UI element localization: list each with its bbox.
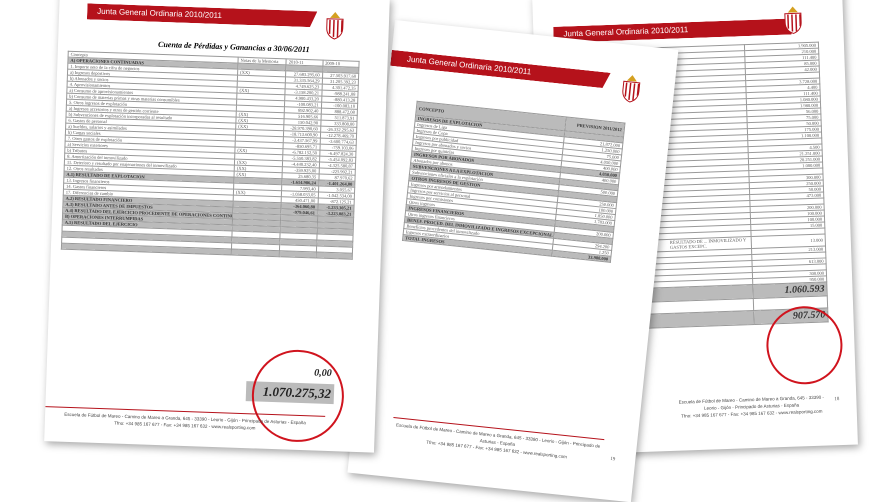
club-crest-icon [622,75,641,103]
document-title: Cuenta de Pérdidas y Ganancias a 30/06/2… [157,39,310,55]
table-cell [279,250,317,258]
profit-loss-document-left: Junta General Ordinaria 2010/2011 Cuenta… [44,0,390,453]
header-band: Junta General Ordinaria 2010/2011 [87,3,317,27]
page-number: 19 [609,456,616,463]
footer-address: Escuela de Fútbol de Mareo - Camino de M… [395,422,601,449]
budget-document-right: Junta General Ordinaria 2010/2011 1.905.… [532,0,858,456]
header-band: Junta General Ordinaria 2010/2011 [553,18,798,43]
table-cell [231,249,280,257]
budget-document-middle: Junta General Ordinaria 2010/2011 CONCEP… [347,20,679,502]
footer: Escuela de Fútbol de Mareo - Camino de M… [676,391,827,420]
club-crest-icon [326,12,344,40]
profit-loss-table: Concepto Notas de la Memoria 2010-11 2009-1… [61,51,360,260]
footer-contact: Tfno: +34 985 167 677 - Fax: +34 985 167… [681,408,823,419]
club-crest-icon [784,6,802,34]
highlight-circle [765,304,844,386]
footer: Escuela de Fútbol de Mareo - Camino de M… [390,417,605,465]
header-band: Junta General Ordinaria 2010/2011 [390,50,610,89]
income-forecast-table: CONCEPTO PREVISION 2011/2012 INGRESOS DE E… [402,101,626,263]
page-number: 18 [834,397,840,403]
table-cell [315,251,353,260]
